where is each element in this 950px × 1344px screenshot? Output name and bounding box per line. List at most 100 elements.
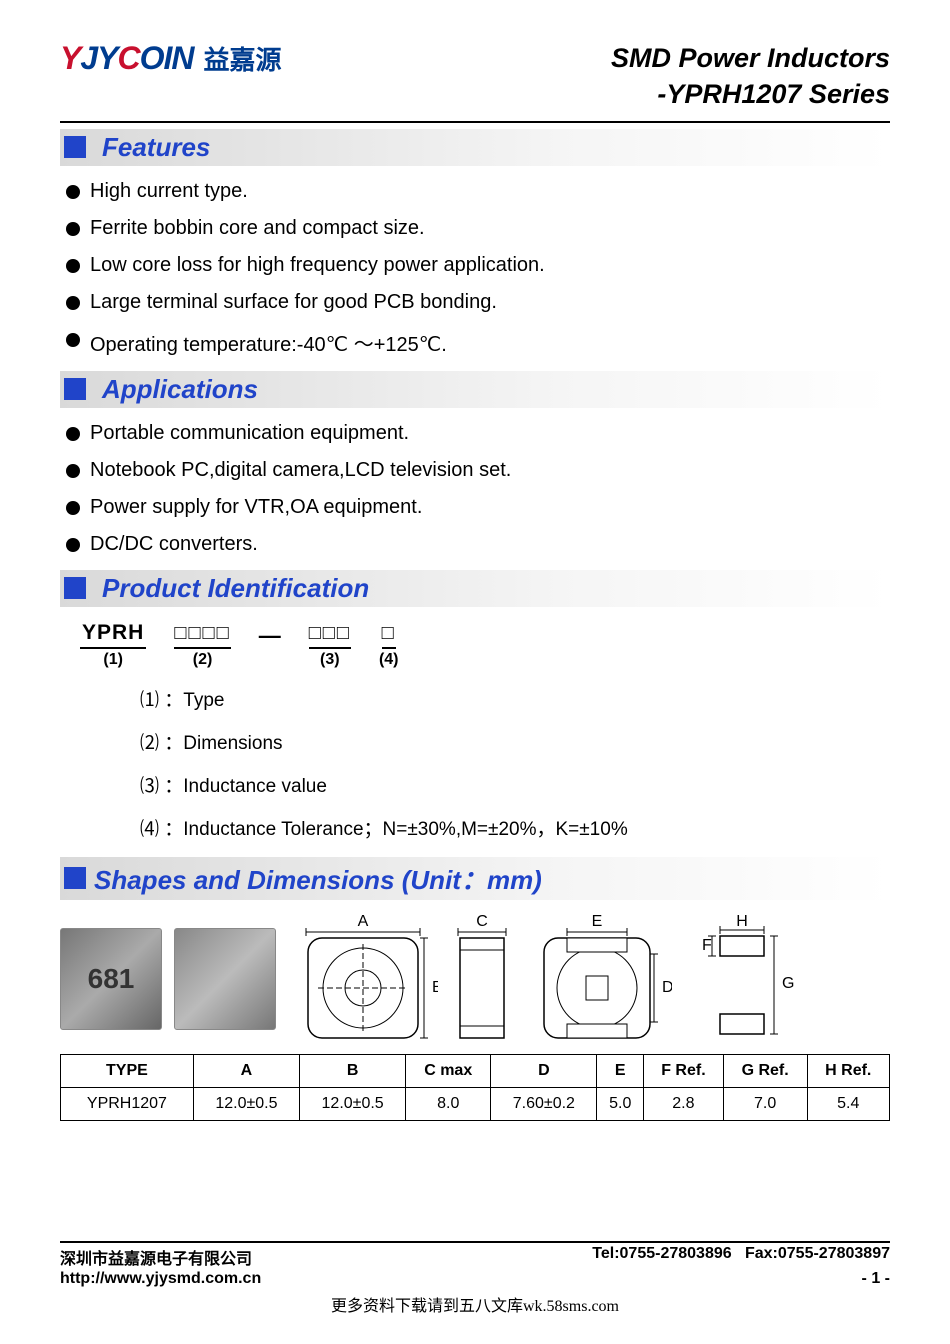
cell-a: 12.0±0.5 [193,1087,299,1120]
section-product-identification: Product Identification [60,570,890,607]
table-header-row: TYPE A B C max D E F Ref. G Ref. H Ref. [61,1054,890,1087]
diagram-bottom-view: E D [532,914,672,1044]
ident-top-2: □□□□ [174,622,230,649]
cell-type: YPRH1207 [61,1087,194,1120]
section-shapes: Shapes and Dimensions (Unit：mm) [60,857,890,900]
footer-page: - 1 - [862,1270,890,1288]
diagram-pad-layout: H F G [684,914,794,1044]
section-features: Features [60,129,890,166]
ident-def: ⑶ ：Inductance value [140,771,890,798]
bullet-icon [66,259,80,273]
diagram-side-view: C [450,914,520,1044]
bullet-icon [66,296,80,310]
header: YJYCOIN 益嘉源 SMD Power Inductors -YPRH120… [60,40,890,113]
col-fref: F Ref. [644,1054,724,1087]
footer-rule [60,1241,890,1243]
col-type: TYPE [61,1054,194,1087]
application-item: Power supply for VTR,OA equipment. [90,496,422,519]
cell-href: 5.4 [807,1087,889,1120]
ident-top-4: □ [382,622,396,649]
logo: YJYCOIN 益嘉源 [60,40,282,77]
dim-H: H [736,914,748,930]
cell-b: 12.0±0.5 [300,1087,406,1120]
ident-col-1: YPRH (1) [80,621,146,669]
application-item: Portable communication equipment. [90,422,409,445]
header-rule [60,121,890,123]
ident-sub-4: (4) [379,651,399,669]
feature-item: Ferrite bobbin core and compact size. [90,217,425,240]
ident-def: ⑷ ：Inductance Tolerance；N=±30%,M=±20%，K=… [140,814,890,841]
dim-D: D [662,979,672,996]
dim-G: G [782,975,794,992]
ident-dash: — [259,623,281,669]
diagrams-row: 681 A B C E [60,914,890,1044]
col-cmax: C max [406,1054,491,1087]
features-list: High current type. Ferrite bobbin core a… [66,180,890,357]
ident-col-3: □□□ (3) [309,622,351,669]
ident-sub-3: (3) [309,651,351,669]
applications-list: Portable communication equipment. Notebo… [66,422,890,556]
diagram-top-view: A B [288,914,438,1044]
col-d: D [491,1054,597,1087]
dim-A: A [358,914,369,930]
square-icon [64,867,86,889]
feature-item: Low core loss for high frequency power a… [90,254,545,277]
bullet-icon [66,333,80,347]
dimensions-table: TYPE A B C max D E F Ref. G Ref. H Ref. … [60,1054,890,1121]
product-photo-top: 681 [60,928,162,1030]
cell-cmax: 8.0 [406,1087,491,1120]
bullet-icon [66,222,80,236]
ident-sub-1: (1) [80,651,146,669]
feature-item: Operating temperature:-40℃ ～+125℃. [90,328,447,357]
col-e: E [597,1054,644,1087]
section-applications: Applications [60,371,890,408]
photo-label: 681 [88,963,135,995]
cell-d: 7.60±0.2 [491,1087,597,1120]
logo-cn: 益嘉源 [203,40,281,77]
title-line2: -YPRH1207 Series [611,76,890,112]
ident-def: ⑵ ：Dimensions [140,728,890,755]
bullet-icon [66,464,80,478]
ident-top-1: YPRH [80,621,146,649]
identification-definitions: ⑴ ：Type ⑵ ：Dimensions ⑶ ：Inductance valu… [140,685,890,841]
col-b: B [300,1054,406,1087]
application-item: Notebook PC,digital camera,LCD televisio… [90,459,511,482]
title-line1: SMD Power Inductors [611,40,890,76]
product-photo-bottom [174,928,276,1030]
identification-code-row: YPRH (1) □□□□ (2) — □□□ (3) □ (4) [80,621,890,669]
footer-company: 深圳市益嘉源电子有限公司 [60,1245,252,1269]
footer: 深圳市益嘉源电子有限公司 Tel:0755-27803896 Fax:0755-… [60,1241,890,1316]
square-icon [64,136,86,158]
cell-e: 5.0 [597,1087,644,1120]
cell-fref: 2.8 [644,1087,724,1120]
footer-contact: Tel:0755-27803896 Fax:0755-27803897 [592,1245,890,1269]
bullet-icon [66,501,80,515]
features-title: Features [102,132,210,163]
bullet-icon [66,538,80,552]
ident-sub-2: (2) [174,651,230,669]
applications-title: Applications [102,374,258,405]
logo-roman: YJYCOIN [60,40,193,77]
dim-C: C [476,914,488,930]
footer-url: http://www.yjysmd.com.cn [60,1270,261,1288]
bullet-icon [66,185,80,199]
feature-item: High current type. [90,180,248,203]
title-block: SMD Power Inductors -YPRH1207 Series [611,40,890,113]
ident-col-4: □ (4) [379,622,399,669]
col-a: A [193,1054,299,1087]
dim-F: F [702,937,712,954]
square-icon [64,378,86,400]
square-icon [64,577,86,599]
dim-B: B [432,979,438,996]
application-item: DC/DC converters. [90,533,258,556]
footer-bottom-note: 更多资料下载请到五八文库wk.58sms.com [60,1292,890,1316]
ident-top-3: □□□ [309,622,351,649]
ident-def: ⑴ ：Type [140,685,890,712]
table-row: YPRH1207 12.0±0.5 12.0±0.5 8.0 7.60±0.2 … [61,1087,890,1120]
col-gref: G Ref. [723,1054,807,1087]
dim-E: E [592,914,603,930]
feature-item: Large terminal surface for good PCB bond… [90,291,497,314]
ident-col-2: □□□□ (2) [174,622,230,669]
bullet-icon [66,427,80,441]
cell-gref: 7.0 [723,1087,807,1120]
